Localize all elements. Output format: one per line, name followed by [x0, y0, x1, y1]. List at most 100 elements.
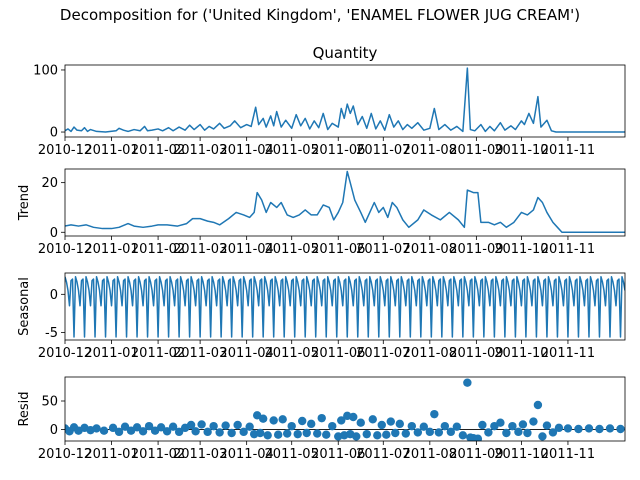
x-tick-label: 2011-03: [173, 143, 227, 158]
x-tick-label: 2011-08: [403, 143, 457, 158]
resid-point: [523, 428, 532, 438]
panel-observed: 01002010-122011-012011-022011-032011-042…: [33, 44, 626, 158]
resid-point: [440, 421, 450, 431]
resid-point: [114, 427, 124, 437]
x-tick-label: 2011-02: [131, 143, 185, 158]
panel-title: Quantity: [313, 44, 378, 62]
resid-point: [368, 415, 377, 424]
x-tick-label: 2011-09: [449, 242, 503, 257]
x-tick-label: 2011-10: [494, 447, 548, 462]
resid-point: [518, 420, 528, 429]
resid-point: [191, 427, 200, 436]
panel-seasonal: -502010-122011-012011-022011-032011-0420…: [17, 272, 626, 361]
y-tick-label: 0: [50, 423, 58, 438]
x-tick-label: 2011-02: [131, 242, 185, 257]
y-tick-label: 0: [50, 288, 58, 303]
y-tick-label: 50: [41, 395, 58, 410]
resid-point: [317, 413, 326, 423]
resid-point: [221, 421, 230, 430]
resid-point: [391, 428, 400, 438]
panel-plot-area: [65, 67, 625, 133]
resid-point: [298, 416, 307, 426]
resid-point: [227, 428, 236, 438]
x-tick-label: 2011-08: [403, 346, 457, 361]
resid-point: [430, 409, 439, 419]
resid-point: [386, 417, 395, 426]
x-tick-label: 2011-07: [356, 143, 410, 158]
resid-point: [605, 424, 615, 433]
panel-frame: [64, 376, 626, 442]
panel-trend: 0202010-122011-012011-022011-032011-0420…: [17, 168, 626, 257]
x-tick-label: 2011-09: [449, 143, 503, 158]
resid-point: [529, 417, 538, 426]
resid-point: [273, 430, 283, 439]
x-tick-label: 2011-04: [219, 447, 273, 462]
x-tick-label: 2011-10: [494, 346, 548, 361]
panel-plot-area: [65, 276, 625, 338]
x-tick-label: 2010-12: [38, 346, 92, 361]
x-tick-label: 2011-05: [265, 242, 319, 257]
x-tick-label: 2011-05: [265, 143, 319, 158]
x-tick-label: 2010-12: [38, 447, 92, 462]
resid-point: [533, 400, 543, 410]
x-tick-label: 2011-07: [356, 242, 410, 257]
resid-point: [425, 427, 435, 437]
x-tick-label: 2011-11: [541, 346, 595, 361]
panel-resid: 0502010-122011-012011-022011-032011-0420…: [17, 376, 626, 462]
resid-point: [174, 427, 184, 437]
resid-point: [197, 420, 206, 429]
resid-point: [407, 421, 417, 431]
y-tick-label: 0: [50, 126, 58, 141]
resid-point: [349, 412, 358, 422]
resid-point: [484, 428, 493, 437]
resid-point: [419, 422, 429, 431]
resid-point: [162, 427, 172, 436]
resid-point: [514, 427, 523, 437]
resid-point: [307, 419, 316, 429]
resid-point: [538, 432, 547, 441]
seasonal-series-line: [65, 276, 625, 338]
resid-point: [542, 421, 552, 430]
x-tick-label: 2011-06: [311, 346, 365, 361]
resid-point: [434, 428, 444, 437]
trend-series-line: [65, 170, 625, 234]
resid-point: [337, 416, 346, 425]
resid-point: [328, 421, 337, 431]
x-tick-label: 2011-09: [449, 346, 503, 361]
panel-plot-area: [65, 378, 625, 441]
x-tick-label: 2011-06: [311, 143, 365, 158]
resid-point: [215, 428, 224, 437]
x-tick-label: 2011-04: [219, 143, 273, 158]
x-tick-label: 2011-01: [84, 242, 138, 257]
x-tick-label: 2011-04: [219, 346, 273, 361]
resid-point: [356, 418, 365, 427]
panel-ylabel: Seasonal: [17, 277, 32, 336]
resid-point: [458, 431, 468, 440]
x-tick-label: 2011-07: [356, 346, 410, 361]
resid-point: [548, 428, 558, 437]
resid-point: [255, 428, 265, 438]
resid-point: [478, 420, 487, 430]
resid-point: [382, 430, 391, 439]
resid-point: [269, 416, 278, 425]
resid-point: [395, 419, 404, 429]
panel-frame: [64, 168, 626, 237]
resid-point: [132, 423, 142, 432]
resid-point: [287, 421, 296, 431]
resid-point: [156, 423, 166, 432]
resid-point: [584, 424, 594, 433]
resid-point: [377, 420, 386, 430]
x-tick-label: 2011-05: [265, 346, 319, 361]
resid-point: [322, 430, 331, 439]
x-tick-label: 2011-11: [541, 143, 595, 158]
x-tick-label: 2011-03: [173, 242, 227, 257]
x-tick-label: 2011-09: [449, 447, 503, 462]
resid-point: [92, 424, 101, 433]
resid-point: [239, 427, 248, 437]
resid-point: [258, 414, 268, 423]
y-tick-label: 0: [50, 226, 58, 241]
resid-point: [563, 424, 573, 433]
panel-ylabel: Resid: [17, 391, 32, 426]
